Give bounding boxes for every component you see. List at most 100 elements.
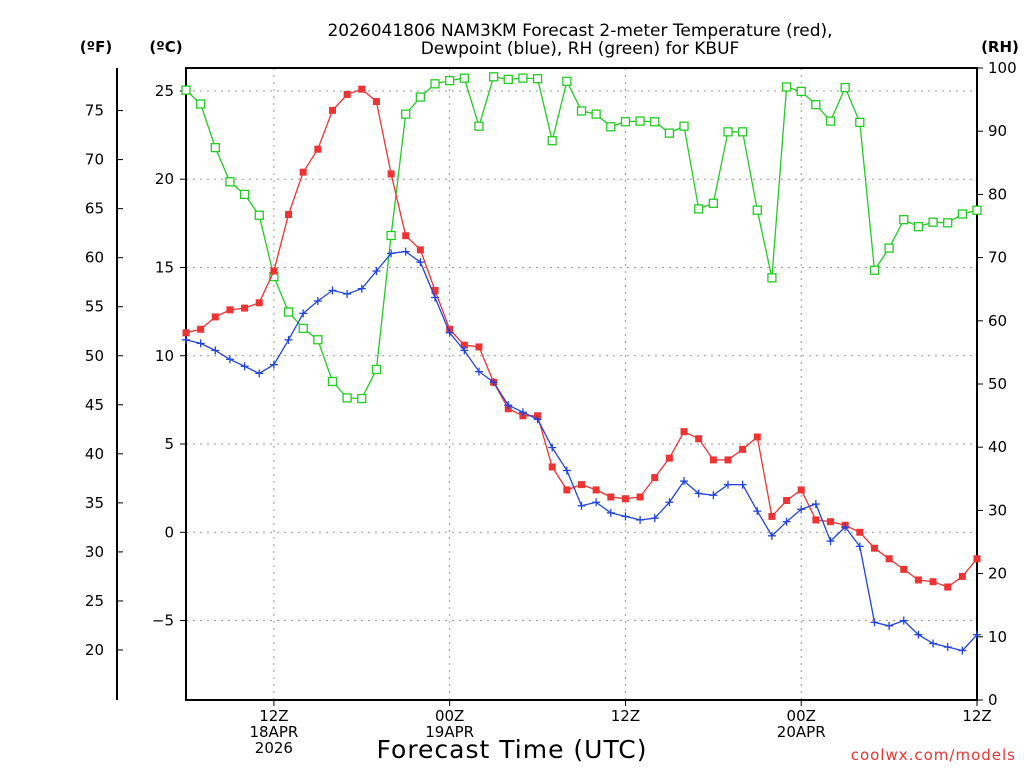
rh-point [928, 217, 938, 227]
2-meter-temperature-point [944, 583, 952, 591]
2-meter-temperature-point [680, 428, 688, 436]
fahrenheit-tick-label: 45 [85, 396, 104, 414]
rh-point [532, 74, 543, 84]
rh-tick-label: 30 [988, 501, 1007, 519]
2-meter-temperature-point [328, 106, 336, 114]
rh-point [357, 393, 367, 404]
2-meter-temperature-point [885, 555, 893, 563]
rh-point [547, 136, 557, 146]
dewpoint-point [709, 491, 718, 500]
rh-point [606, 122, 616, 132]
2-meter-temperature-point [768, 512, 776, 520]
dewpoint-point [606, 508, 615, 517]
dewpoint-point [841, 522, 850, 531]
dewpoint-point [416, 258, 425, 267]
celsius-tick-label: 25 [155, 82, 174, 100]
rh-point [576, 106, 587, 116]
dewpoint-point [211, 346, 220, 355]
time-tick-label: 2026 [255, 739, 293, 757]
rh-point [884, 243, 894, 253]
fahrenheit-tick-label: 55 [85, 298, 104, 316]
dewpoint-point [518, 408, 527, 417]
x-axis-title: Forecast Time (UTC) [377, 735, 648, 764]
rh-point [518, 73, 528, 83]
fahrenheit-tick-label: 40 [85, 445, 104, 463]
rh-point [445, 75, 455, 86]
rh-point [195, 99, 206, 109]
dewpoint-point [255, 369, 264, 378]
2-meter-temperature-point [285, 211, 293, 219]
2-meter-temperature-point [958, 572, 966, 580]
2-meter-temperature-point [211, 313, 219, 321]
rh-point [664, 128, 675, 138]
chart-title-line-2: Dewpoint (blue), RH (green) for KBUF [421, 39, 740, 59]
dewpoint-point [914, 630, 923, 639]
rh-point [972, 205, 982, 215]
2-meter-temperature-point [753, 433, 761, 441]
2-meter-temperature-point [255, 299, 263, 307]
rh-point [840, 82, 850, 93]
dewpoint-point [797, 505, 806, 514]
rh-point [210, 142, 220, 153]
dewpoint-point [973, 630, 981, 639]
rh-point [254, 210, 264, 220]
dewpoint-point [343, 289, 352, 298]
dewpoint-point [460, 346, 469, 355]
2-meter-temperature-point [299, 168, 307, 176]
celsius-tick-label: 20 [155, 170, 174, 188]
2-meter-temperature-point [724, 456, 732, 464]
2-meter-temperature-point [358, 85, 366, 93]
time-tick-label: 12Z [962, 707, 991, 725]
2-meter-temperature-point [914, 576, 922, 584]
2-meter-temperature-point [651, 474, 659, 482]
2-meter-temperature-point [475, 343, 483, 351]
fahrenheit-axis-label: (ºF) [80, 38, 112, 56]
dewpoint-point [431, 293, 440, 302]
2-meter-temperature-point [797, 486, 805, 494]
rh-point [679, 121, 689, 131]
dewpoint-point [811, 500, 820, 509]
rh-point [386, 230, 396, 241]
2-meter-temperature-point [402, 232, 410, 240]
rh-tick-label: 90 [988, 122, 1007, 140]
rh-point [708, 198, 718, 208]
plot-frame [185, 67, 978, 701]
time-tick-label: 12Z [611, 707, 640, 725]
2-meter-temperature-point [431, 286, 439, 294]
rh-point [430, 79, 440, 89]
dewpoint-point [489, 378, 498, 387]
2-meter-temperature-point [607, 493, 615, 501]
rh-point [401, 109, 411, 119]
dewpoint-point [782, 517, 791, 526]
rh-point [650, 117, 660, 127]
fahrenheit-tick-label: 60 [85, 249, 104, 267]
dewpoint-point [225, 355, 234, 364]
fahrenheit-tick-label: 20 [85, 641, 104, 659]
chart-title-line-1: 2026041806 NAM3KM Forecast 2-meter Tempe… [327, 21, 832, 41]
2-meter-temperature-point [665, 454, 673, 462]
dewpoint-point [372, 267, 381, 276]
time-tick-label: 12Z [259, 707, 288, 725]
rh-point [298, 323, 308, 334]
rh-point [957, 209, 968, 219]
rh-point [781, 82, 792, 92]
dewpoint-point [694, 489, 703, 498]
dewpoint-point [504, 401, 513, 410]
series-layer [181, 72, 982, 655]
celsius-tick-label: −5 [152, 612, 174, 630]
rh-point [943, 218, 953, 228]
rh-point [767, 273, 777, 283]
dewpoint-point [767, 531, 776, 540]
rh-point [913, 221, 924, 232]
rh-tick-label: 10 [988, 628, 1007, 646]
rh-point [225, 177, 235, 187]
dewpoint-point [943, 643, 952, 652]
rh-axis-label: (RH) [981, 38, 1019, 56]
rh-point [620, 117, 631, 127]
2-meter-temperature-point [548, 463, 556, 471]
celsius-tick-label: 0 [164, 523, 174, 541]
grid-layer [186, 68, 977, 700]
2-meter-temperature-point [900, 565, 908, 573]
rh-point [796, 86, 806, 97]
dewpoint-point [328, 286, 337, 295]
